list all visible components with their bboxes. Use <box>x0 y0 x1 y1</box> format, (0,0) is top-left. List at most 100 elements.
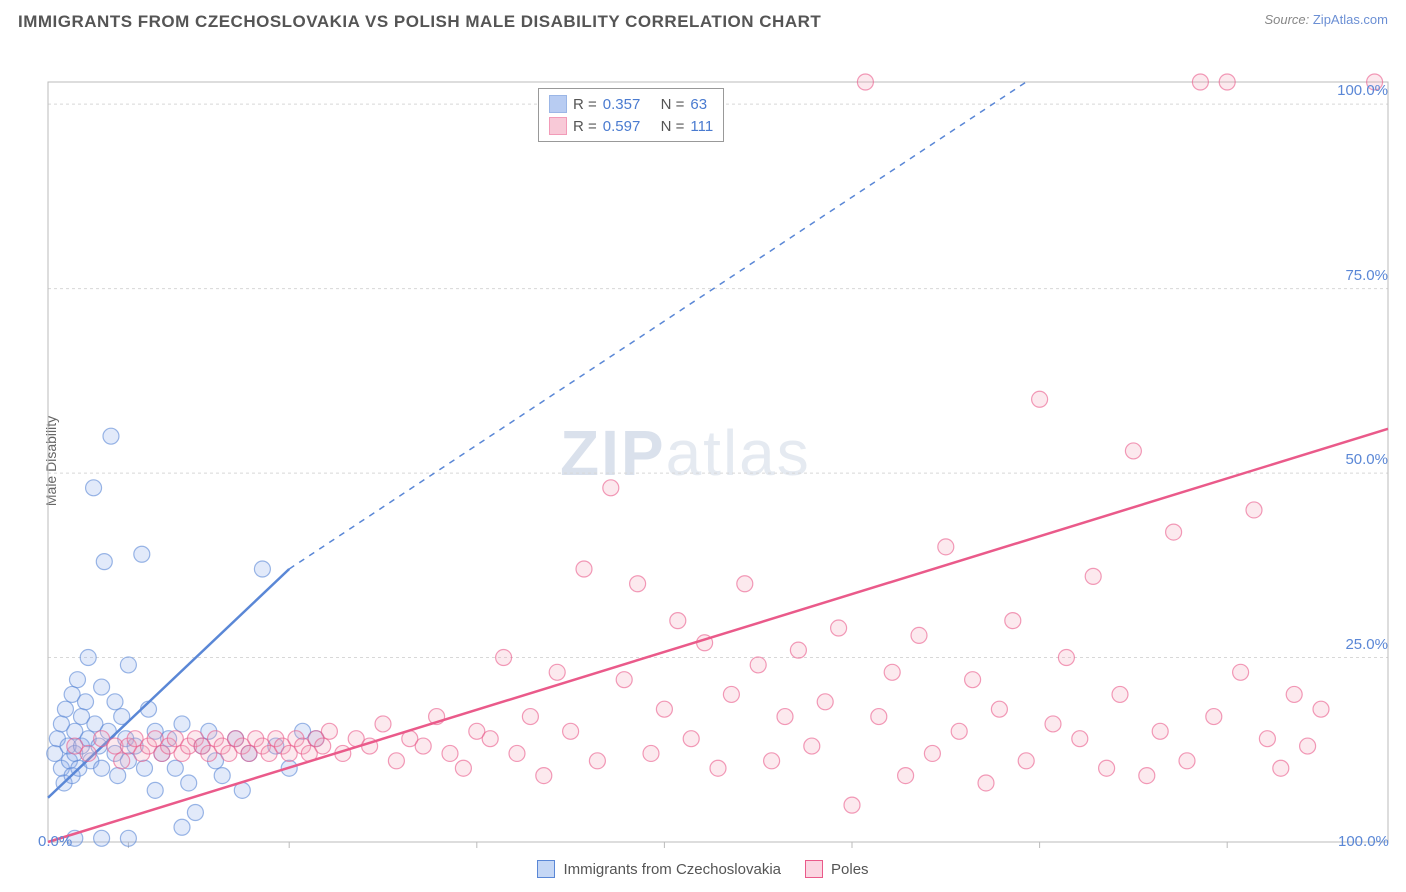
chart-title: IMMIGRANTS FROM CZECHOSLOVAKIA VS POLISH… <box>18 12 821 32</box>
point-poles <box>442 745 458 761</box>
r-value: 0.357 <box>603 96 641 113</box>
point-poles <box>710 760 726 776</box>
point-czech <box>103 428 119 444</box>
legend-label: Poles <box>831 861 869 878</box>
point-czech <box>214 768 230 784</box>
y-tick-label: 100.0% <box>1337 82 1388 99</box>
point-poles <box>1179 753 1195 769</box>
source-attribution: Source: ZipAtlas.com <box>1264 12 1388 27</box>
point-poles <box>536 768 552 784</box>
point-poles <box>1219 74 1235 90</box>
point-poles <box>315 738 331 754</box>
point-poles <box>965 672 981 688</box>
point-poles <box>114 753 130 769</box>
n-label: N = <box>661 96 685 113</box>
point-poles <box>321 723 337 739</box>
point-poles <box>951 723 967 739</box>
y-tick-label: 75.0% <box>1345 267 1388 284</box>
point-czech <box>136 760 152 776</box>
source-prefix: Source: <box>1264 12 1312 27</box>
legend-row-poles: R = 0.597 N = 111 <box>549 115 713 137</box>
point-poles <box>496 650 512 666</box>
point-poles <box>911 627 927 643</box>
point-czech <box>57 701 73 717</box>
trend-dashed-czech <box>289 82 1026 569</box>
legend-item: Immigrants from Czechoslovakia <box>537 860 781 878</box>
point-poles <box>482 731 498 747</box>
point-poles <box>991 701 1007 717</box>
n-label: N = <box>661 118 685 135</box>
point-poles <box>643 745 659 761</box>
point-poles <box>509 745 525 761</box>
point-poles <box>1032 391 1048 407</box>
series-legend: Immigrants from Czechoslovakia Poles <box>0 860 1406 878</box>
point-poles <box>375 716 391 732</box>
point-poles <box>80 745 96 761</box>
legend-swatch <box>549 117 567 135</box>
point-czech <box>69 672 85 688</box>
point-czech <box>167 760 183 776</box>
point-poles <box>1005 613 1021 629</box>
point-poles <box>1233 664 1249 680</box>
correlation-legend: R = 0.357 N = 63 R = 0.597 N = 111 <box>538 88 724 142</box>
point-poles <box>1166 524 1182 540</box>
point-poles <box>777 709 793 725</box>
legend-label: Immigrants from Czechoslovakia <box>563 861 781 878</box>
point-poles <box>630 576 646 592</box>
point-czech <box>147 782 163 798</box>
point-poles <box>871 709 887 725</box>
point-poles <box>522 709 538 725</box>
point-poles <box>1085 568 1101 584</box>
x-tick-left: 0.0% <box>38 833 72 850</box>
point-poles <box>1192 74 1208 90</box>
point-czech <box>187 804 203 820</box>
point-poles <box>656 701 672 717</box>
legend-swatch <box>537 860 555 878</box>
point-czech <box>96 554 112 570</box>
point-czech <box>94 679 110 695</box>
point-poles <box>1313 701 1329 717</box>
point-poles <box>978 775 994 791</box>
y-tick-label: 50.0% <box>1345 451 1388 468</box>
point-poles <box>817 694 833 710</box>
point-poles <box>790 642 806 658</box>
source-link[interactable]: ZipAtlas.com <box>1313 12 1388 27</box>
point-poles <box>1300 738 1316 754</box>
legend-item: Poles <box>805 860 869 878</box>
point-poles <box>844 797 860 813</box>
point-poles <box>1273 760 1289 776</box>
point-poles <box>616 672 632 688</box>
point-poles <box>1058 650 1074 666</box>
point-czech <box>94 760 110 776</box>
point-poles <box>1045 716 1061 732</box>
point-poles <box>1206 709 1222 725</box>
point-poles <box>898 768 914 784</box>
r-label: R = <box>573 118 597 135</box>
x-tick-right: 100.0% <box>1338 833 1389 850</box>
point-poles <box>764 753 780 769</box>
point-poles <box>884 664 900 680</box>
point-czech <box>86 480 102 496</box>
r-label: R = <box>573 96 597 113</box>
point-czech <box>80 650 96 666</box>
point-poles <box>857 74 873 90</box>
point-poles <box>1112 686 1128 702</box>
point-czech <box>78 694 94 710</box>
point-poles <box>737 576 753 592</box>
point-poles <box>415 738 431 754</box>
point-czech <box>254 561 270 577</box>
point-poles <box>563 723 579 739</box>
point-poles <box>670 613 686 629</box>
point-poles <box>455 760 471 776</box>
point-poles <box>576 561 592 577</box>
point-czech <box>174 716 190 732</box>
point-poles <box>1259 731 1275 747</box>
point-czech <box>120 830 136 846</box>
n-value: 63 <box>690 96 707 113</box>
point-czech <box>181 775 197 791</box>
point-poles <box>1018 753 1034 769</box>
point-czech <box>174 819 190 835</box>
point-poles <box>1152 723 1168 739</box>
point-poles <box>1286 686 1302 702</box>
point-poles <box>1139 768 1155 784</box>
